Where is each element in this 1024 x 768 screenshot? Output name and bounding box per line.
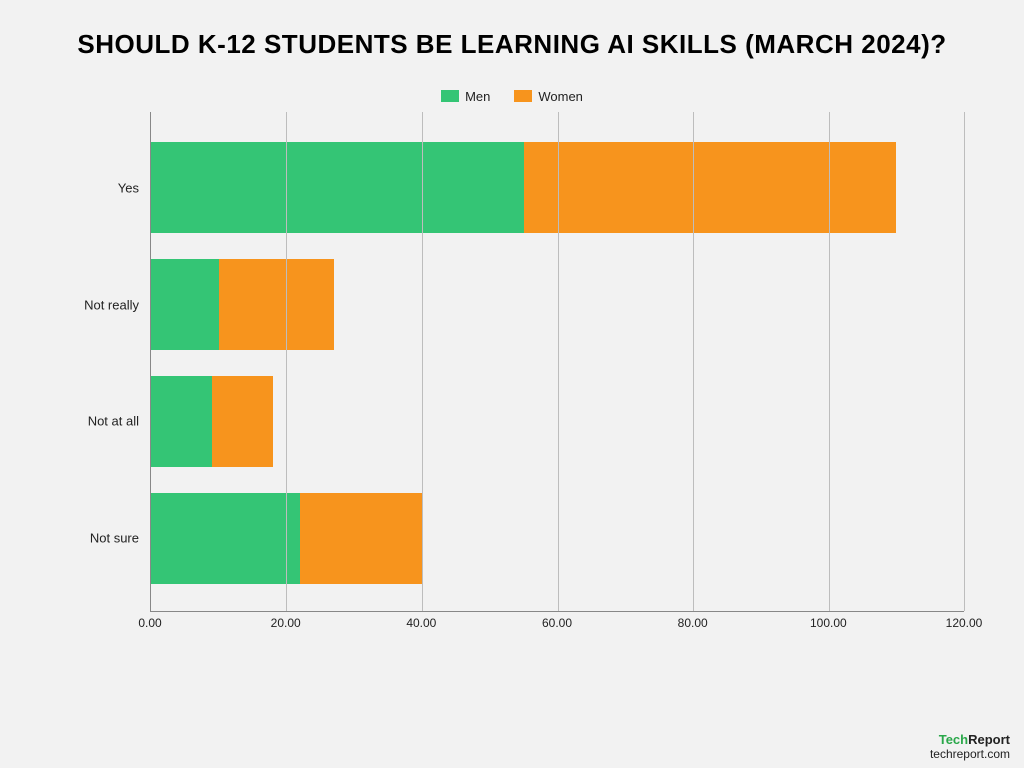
plot: YesNot reallyNot at allNot sure: [150, 112, 964, 612]
legend: Men Women: [0, 89, 1024, 104]
bar-segment-men: [151, 376, 212, 467]
legend-swatch-women: [514, 90, 532, 102]
grid-line: [964, 112, 965, 611]
bar-segment-men: [151, 259, 219, 350]
grid-line: [558, 112, 559, 611]
y-label: Not sure: [90, 531, 151, 546]
brand-logo: TechReport: [930, 733, 1010, 748]
bar-segment-women: [300, 493, 422, 584]
legend-swatch-men: [441, 90, 459, 102]
grid-line: [693, 112, 694, 611]
brand-prefix: Tech: [939, 732, 968, 747]
grid-line: [422, 112, 423, 611]
x-tick: 120.00: [946, 616, 983, 630]
y-label: Not really: [84, 297, 151, 312]
bar-segment-men: [151, 493, 300, 584]
x-tick: 100.00: [810, 616, 847, 630]
brand-url: techreport.com: [930, 748, 1010, 762]
bar-segment-women: [219, 259, 334, 350]
x-axis: 0.0020.0040.0060.0080.00100.00120.00: [150, 612, 964, 640]
plot-area: YesNot reallyNot at allNot sure 0.0020.0…: [60, 112, 964, 640]
x-tick: 0.00: [138, 616, 161, 630]
chart-title: SHOULD K-12 STUDENTS BE LEARNING AI SKIL…: [0, 0, 1024, 71]
x-tick: 40.00: [406, 616, 436, 630]
attribution: TechReport techreport.com: [930, 733, 1010, 762]
grid-line: [829, 112, 830, 611]
x-tick: 20.00: [271, 616, 301, 630]
grid-line: [286, 112, 287, 611]
legend-item-men: Men: [441, 89, 490, 104]
bar-segment-women: [524, 142, 897, 233]
bar-segment-men: [151, 142, 524, 233]
legend-label-women: Women: [538, 89, 583, 104]
y-label: Yes: [118, 180, 151, 195]
legend-label-men: Men: [465, 89, 490, 104]
y-label: Not at all: [88, 414, 151, 429]
x-tick: 60.00: [542, 616, 572, 630]
legend-item-women: Women: [514, 89, 583, 104]
brand-suffix: Report: [968, 732, 1010, 747]
x-tick: 80.00: [678, 616, 708, 630]
bar-segment-women: [212, 376, 273, 467]
